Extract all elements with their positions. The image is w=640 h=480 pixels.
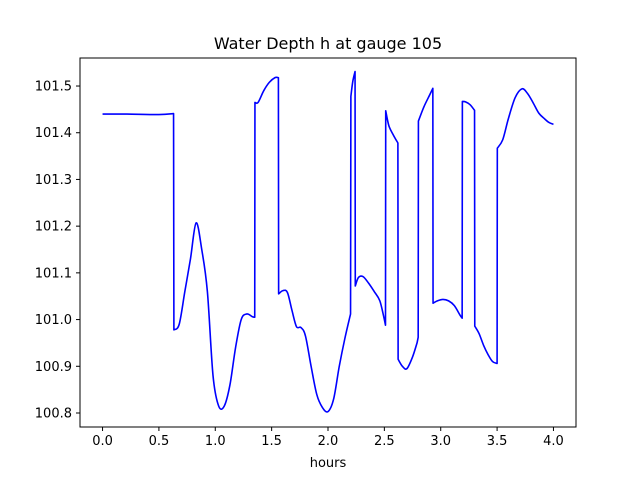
y-tick-label: 100.9 [35, 360, 72, 375]
x-tick-label: 0.0 [92, 434, 113, 449]
y-tick-label: 101.3 [35, 173, 72, 188]
x-tick-label: 4.0 [543, 434, 564, 449]
y-tick-label: 101.4 [35, 126, 72, 141]
x-tick-label: 2.0 [318, 434, 339, 449]
y-tick-label: 101.5 [35, 80, 72, 95]
axis-ticks: 0.0 0.5 1.0 1.5 2.0 2.5 3.0 3.5 4.0 100.8 100.9 101… [35, 80, 564, 449]
x-axis-label: hours [310, 456, 347, 471]
y-tick-label: 101.1 [35, 266, 72, 281]
y-tick-label: 100.8 [35, 406, 72, 421]
x-tick-label: 3.5 [487, 434, 508, 449]
chart-title: Water Depth h at gauge 105 [214, 34, 442, 53]
plot-frame [79, 57, 577, 428]
series-line-water-depth [102, 70, 554, 413]
y-tick-label: 101.2 [35, 220, 72, 235]
x-tick-label: 0.5 [149, 434, 170, 449]
y-tick-label: 101.0 [35, 313, 72, 328]
x-tick-label: 2.5 [374, 434, 395, 449]
x-tick-label: 1.0 [205, 434, 226, 449]
x-tick-label: 3.0 [430, 434, 451, 449]
x-tick-label: 1.5 [261, 434, 282, 449]
